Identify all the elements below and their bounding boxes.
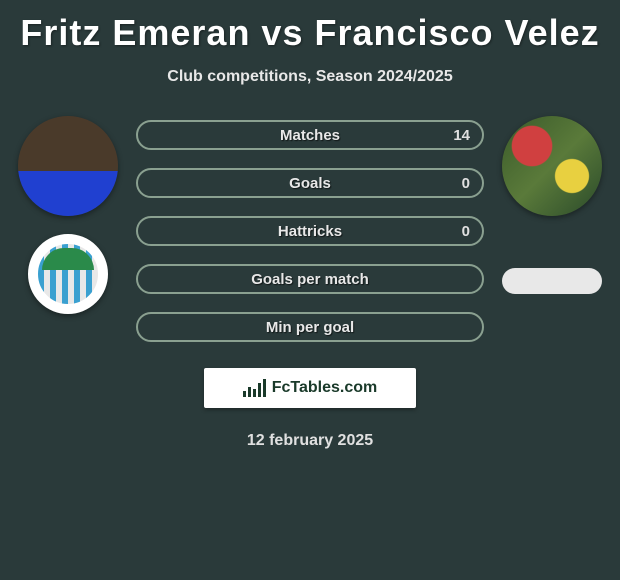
stat-value-right: 0 (462, 223, 470, 240)
brand-text: FcTables.com (272, 379, 378, 397)
player2-club-badge (502, 268, 602, 294)
player1-club-badge (28, 234, 108, 314)
player1-avatar-image (18, 116, 118, 216)
stat-row-goals: Goals 0 (136, 168, 484, 198)
subtitle: Club competitions, Season 2024/2025 (0, 68, 620, 86)
player1-avatar (18, 116, 118, 216)
player2-avatar-image (502, 116, 602, 216)
stats-column: Matches 14 Goals 0 Hattricks 0 Goals per… (136, 120, 484, 342)
player2-column (492, 116, 612, 294)
stat-row-goals-per-match: Goals per match (136, 264, 484, 294)
stat-label: Hattricks (278, 223, 342, 240)
stat-row-matches: Matches 14 (136, 120, 484, 150)
stat-value-right: 14 (453, 127, 470, 144)
player1-column (8, 116, 128, 314)
bar-chart-icon (243, 379, 266, 397)
stat-row-hattricks: Hattricks 0 (136, 216, 484, 246)
stat-row-min-per-goal: Min per goal (136, 312, 484, 342)
comparison-row: Matches 14 Goals 0 Hattricks 0 Goals per… (0, 116, 620, 342)
stat-label: Goals (289, 175, 331, 192)
stat-value-right: 0 (462, 175, 470, 192)
page-title: Fritz Emeran vs Francisco Velez (0, 0, 620, 54)
stat-label: Matches (280, 127, 340, 144)
stat-label: Goals per match (251, 271, 369, 288)
player2-avatar (502, 116, 602, 216)
footer-date: 12 february 2025 (0, 432, 620, 450)
stat-label: Min per goal (266, 319, 354, 336)
brand-logo: FcTables.com (204, 368, 416, 408)
